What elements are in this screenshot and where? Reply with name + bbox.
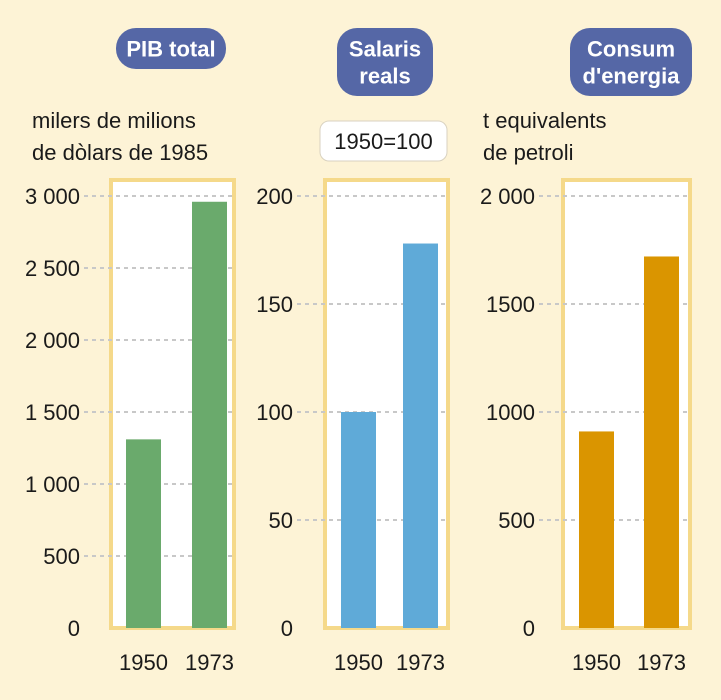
y-tick-label: 0 — [523, 616, 535, 641]
y-tick-label: 1500 — [486, 292, 535, 317]
bar-1973 — [644, 256, 679, 628]
x-tick-label: 1973 — [396, 650, 445, 675]
chart-title: d'energia — [583, 64, 681, 89]
y-tick-label: 1 500 — [25, 400, 80, 425]
x-tick-label: 1950 — [119, 650, 168, 675]
bar-1950 — [126, 439, 161, 628]
bar-1973 — [192, 201, 227, 628]
note-box — [319, 120, 448, 162]
note-label: 1950=100 — [334, 129, 433, 154]
x-tick-label: 1950 — [334, 650, 383, 675]
y-axis-label: de petroli — [483, 140, 574, 165]
y-tick-label: 500 — [498, 508, 535, 533]
y-tick-label: 150 — [256, 292, 293, 317]
chart-title: Consum — [587, 37, 675, 62]
y-tick-label: 200 — [256, 184, 293, 209]
bar-1950 — [579, 431, 614, 628]
y-tick-label: 50 — [269, 508, 293, 533]
y-tick-label: 2 000 — [480, 184, 535, 209]
y-axis-label: de dòlars de 1985 — [32, 140, 208, 165]
y-tick-label: 100 — [256, 400, 293, 425]
title-badge — [116, 28, 226, 69]
chart-title: PIB total — [126, 37, 215, 62]
y-axis-label: milers de milions — [32, 108, 196, 133]
title-badge — [570, 28, 692, 96]
chart-title: reals — [359, 64, 410, 89]
x-tick-label: 1973 — [637, 650, 686, 675]
y-tick-label: 2 500 — [25, 256, 80, 281]
y-tick-label: 1000 — [486, 400, 535, 425]
title-badge — [337, 28, 433, 96]
y-tick-label: 2 000 — [25, 328, 80, 353]
bar-1973 — [403, 243, 438, 628]
x-tick-label: 1950 — [572, 650, 621, 675]
bar-1950 — [341, 412, 376, 628]
y-tick-label: 3 000 — [25, 184, 80, 209]
x-tick-label: 1973 — [185, 650, 234, 675]
chart-title: Salaris — [349, 37, 421, 62]
chart-pib: PIB total milers de milions de dòlars de 1… — [25, 28, 236, 675]
y-tick-label: 0 — [68, 616, 80, 641]
y-tick-label: 0 — [281, 616, 293, 641]
y-axis-label: t equivalents — [483, 108, 607, 133]
y-tick-label: 1 000 — [25, 472, 80, 497]
y-tick-label: 500 — [43, 544, 80, 569]
